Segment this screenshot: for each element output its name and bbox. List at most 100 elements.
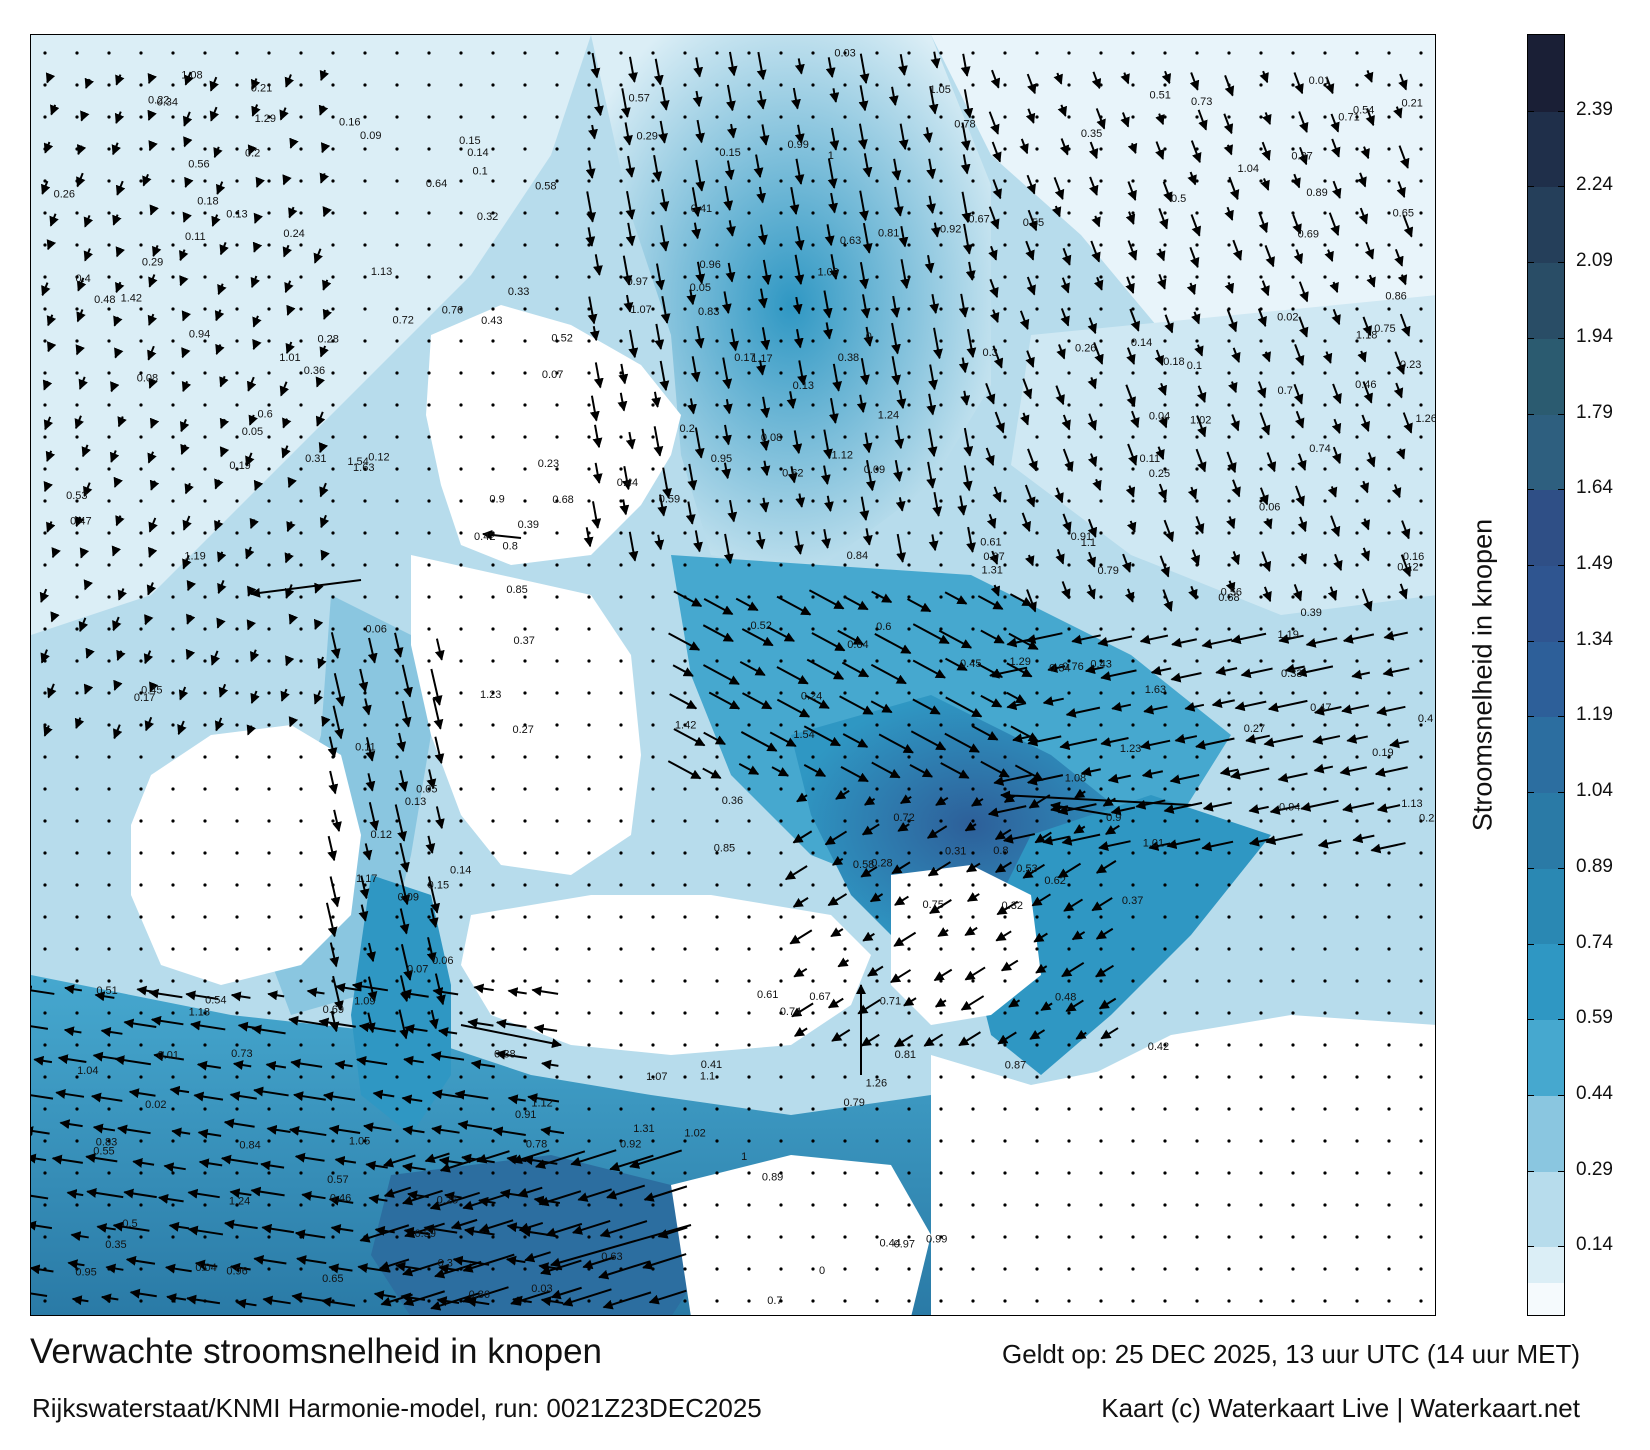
current-arrow — [897, 54, 908, 76]
grid-dot — [779, 435, 783, 439]
grid-dot — [907, 595, 911, 599]
grid-dot — [363, 371, 367, 375]
current-arrow — [1093, 342, 1104, 365]
speed-label: 0.8 — [993, 845, 1008, 857]
grid-dot — [811, 147, 815, 151]
grid-dot — [523, 1139, 527, 1143]
current-arrow — [282, 417, 292, 429]
current-arrow — [1127, 142, 1138, 155]
current-arrow — [592, 424, 603, 449]
current-arrow — [250, 1186, 285, 1197]
grid-dot — [683, 915, 687, 919]
grid-dot — [1035, 755, 1039, 759]
current-arrow — [1260, 280, 1270, 297]
grid-dot — [1291, 755, 1295, 759]
grid-dot — [203, 883, 207, 887]
grid-dot — [1099, 467, 1103, 471]
current-arrow — [944, 732, 980, 753]
grid-dot — [43, 51, 47, 55]
current-arrow — [293, 1091, 326, 1102]
grid-dot — [971, 1203, 975, 1207]
current-arrow — [739, 661, 766, 677]
grid-dot — [1035, 1203, 1039, 1207]
grid-dot — [939, 211, 943, 215]
speed-label: 0.71 — [880, 996, 901, 1008]
grid-dot — [1259, 371, 1263, 375]
speed-label: 0.15 — [428, 879, 449, 891]
grid-dot — [779, 147, 783, 151]
current-arrow — [1293, 383, 1304, 405]
grid-dot — [1003, 531, 1007, 535]
grid-dot — [523, 755, 527, 759]
grid-dot — [267, 371, 271, 375]
grid-dot — [1419, 339, 1423, 343]
grid-dot — [619, 83, 623, 87]
speed-label: 0.27 — [1244, 723, 1265, 735]
sea-west-channel-deep — [351, 875, 451, 1135]
grid-dot — [43, 723, 47, 727]
grid-dot — [843, 339, 847, 343]
current-arrow — [322, 308, 333, 320]
grid-dot — [1419, 307, 1423, 311]
current-arrow — [149, 417, 160, 429]
grid-dot — [331, 435, 335, 439]
grid-dot — [1099, 531, 1103, 535]
colorbar-tick — [1528, 943, 1534, 945]
speed-label: 0.97 — [627, 276, 648, 288]
current-arrow — [284, 552, 294, 564]
grid-dot — [1419, 531, 1423, 535]
grid-dot — [491, 627, 495, 631]
current-arrow — [284, 74, 295, 88]
current-arrow — [685, 501, 696, 525]
grid-dot — [939, 1235, 943, 1239]
current-arrow — [1027, 735, 1062, 747]
grid-dot — [107, 339, 111, 343]
current-arrow — [1163, 519, 1175, 543]
grid-dot — [1195, 403, 1199, 407]
speed-label: 1.05 — [930, 84, 951, 96]
grid-dot — [363, 659, 367, 663]
current-arrow — [401, 700, 412, 728]
current-arrow — [41, 282, 51, 297]
grid-dot — [587, 979, 591, 983]
speed-label: 0.83 — [96, 1137, 117, 1149]
grid-dot — [1067, 979, 1071, 983]
grid-dot — [459, 307, 463, 311]
grid-dot — [523, 307, 527, 311]
speed-label: 1.18 — [189, 1007, 210, 1019]
current-arrow — [315, 411, 326, 427]
grid-dot — [1131, 1203, 1135, 1207]
grid-dot — [171, 723, 175, 727]
grid-dot — [619, 787, 623, 791]
grid-dot — [747, 147, 751, 151]
current-arrow — [654, 534, 665, 551]
speed-label: 0.3 — [983, 347, 998, 359]
current-arrow — [214, 519, 224, 532]
grid-dot — [75, 883, 79, 887]
grid-dot — [299, 147, 303, 151]
grid-dot — [107, 1139, 111, 1143]
grid-dot — [427, 211, 431, 215]
grid-dot — [363, 275, 367, 279]
speed-label: 0.99 — [787, 139, 808, 151]
current-arrow — [398, 770, 409, 792]
colorbar-tick — [1528, 110, 1534, 112]
grid-dot — [1259, 851, 1263, 855]
current-arrow — [1291, 173, 1301, 189]
grid-dot — [395, 147, 399, 151]
grid-dot — [1227, 275, 1231, 279]
grid-dot — [875, 531, 879, 535]
grid-dot — [331, 147, 335, 151]
grid-dot — [139, 1267, 143, 1271]
grid-dot — [875, 787, 879, 791]
speed-label: 1.29 — [1009, 656, 1030, 668]
grid-dot — [1099, 275, 1103, 279]
grid-dot — [491, 371, 495, 375]
grid-dot — [1131, 435, 1135, 439]
current-arrow — [894, 425, 905, 450]
grid-dot — [875, 883, 879, 887]
grid-dot — [971, 563, 975, 567]
current-arrow — [1211, 698, 1235, 708]
current-arrow — [462, 1192, 509, 1211]
grid-dot — [235, 211, 239, 215]
